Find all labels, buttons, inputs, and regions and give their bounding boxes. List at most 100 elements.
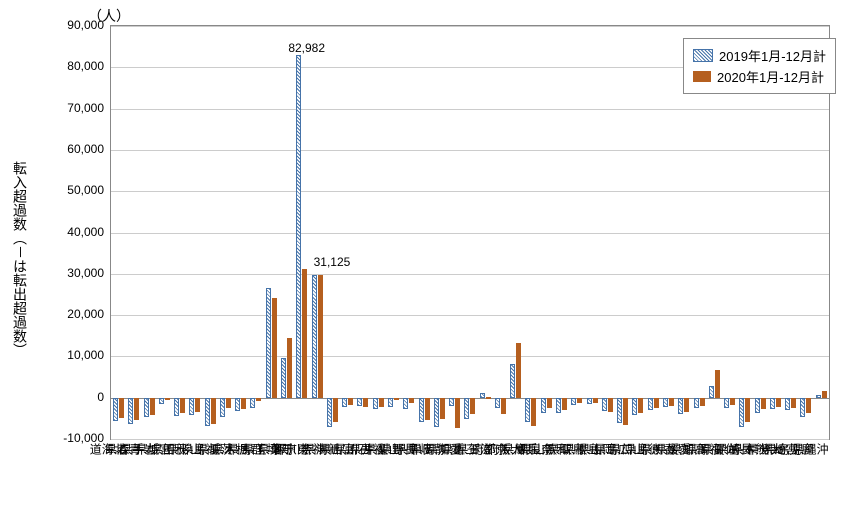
y-tick-label: 70,000 [49,101,104,115]
y-tick-label: 20,000 [49,307,104,321]
bar-s1 [739,398,744,427]
y-tick-label: 0 [49,390,104,404]
legend-item-2020: 2020年1月-12月計 [693,67,826,86]
bar-s1 [434,398,439,427]
bar-s1 [266,288,271,397]
bar-s1 [373,398,378,409]
bar-s1 [770,398,775,410]
bar-s2 [211,398,216,424]
bar-s2 [638,398,643,413]
bar-s1 [205,398,210,426]
bar-s1 [724,398,729,409]
legend-label-2019: 2019年1月-12月計 [719,46,826,65]
y-tick-label: 50,000 [49,183,104,197]
bar-s1 [816,395,821,398]
bar-s1 [159,398,164,405]
bar-s1 [113,398,118,421]
bar-s1 [327,398,332,428]
bar-s1 [388,398,393,407]
bar-s2 [486,397,491,399]
x-label: 沖縄県 [813,443,828,455]
bar-s2 [134,398,139,421]
bar-s1 [250,398,255,408]
bar-s1 [220,398,225,417]
bar-s1 [678,398,683,415]
bar-s1 [281,358,286,397]
bar-s2 [333,398,338,423]
bar-s2 [348,398,353,405]
legend-label-2020: 2020年1月-12月計 [717,67,824,86]
legend-swatch-2019 [693,49,713,62]
y-tick-label: 80,000 [49,59,104,73]
bar-s1 [495,398,500,408]
bar-s1 [648,398,653,410]
bar-s1 [617,398,622,424]
bar-s2 [455,398,460,428]
y-axis-title: 転入超過数（－は転出超過数） [10,161,30,357]
bar-s2 [516,343,521,398]
bar-s2 [776,398,781,407]
bar-s1 [174,398,179,416]
bar-s2 [226,398,231,408]
bar-s2 [394,398,399,400]
annotation: 31,125 [314,255,351,269]
bar-s2 [730,398,735,405]
bar-s2 [669,398,674,406]
bar-s1 [510,364,515,398]
bar-s2 [363,398,368,407]
bar-s1 [403,398,408,410]
bar-s2 [608,398,613,412]
bar-s2 [822,391,827,398]
bar-s1 [312,275,317,397]
bar-s2 [654,398,659,408]
bar-s1 [602,398,607,411]
bar-s2 [379,398,384,407]
bar-s2 [150,398,155,415]
bar-s2 [119,398,124,419]
bar-s2 [440,398,445,419]
bar-s1 [571,398,576,405]
y-tick-label: 30,000 [49,266,104,280]
y-tick-label: 60,000 [49,142,104,156]
bar-s2 [761,398,766,409]
y-tick-label: 90,000 [49,18,104,32]
bar-s1 [342,398,347,407]
bar-s1 [525,398,530,423]
bar-s1 [419,398,424,422]
bar-s1 [144,398,149,417]
y-tick-label: 10,000 [49,348,104,362]
bar-s2 [715,370,720,398]
bar-s2 [684,398,689,412]
bar-s1 [755,398,760,413]
bar-s1 [800,398,805,417]
bar-s2 [577,398,582,404]
bar-s1 [357,398,362,406]
legend-item-2019: 2019年1月-12月計 [693,46,826,65]
bar-s1 [632,398,637,416]
bar-s2 [623,398,628,425]
bar-s2 [195,398,200,412]
bar-s1 [235,398,240,412]
bar-s2 [302,269,307,398]
legend-swatch-2020 [693,71,711,82]
bar-s1 [785,398,790,411]
bar-s1 [709,386,714,398]
bar-s2 [700,398,705,406]
bar-s2 [318,275,323,398]
bar-s2 [806,398,811,414]
bar-s2 [745,398,750,423]
bar-s2 [501,398,506,415]
net-migration-chart: （人） 転入超過数（－は転出超過数） -10,000010,00020,0003… [0,0,866,518]
bar-s2 [531,398,536,426]
bar-s2 [409,398,414,403]
bar-s1 [128,398,133,424]
bar-s1 [541,398,546,414]
y-tick-label: 40,000 [49,225,104,239]
bar-s1 [449,398,454,406]
annotation: 82,982 [288,41,325,55]
bar-s2 [562,398,567,410]
bar-s1 [556,398,561,414]
bar-s2 [470,398,475,415]
bar-s2 [547,398,552,408]
bar-s1 [480,393,485,398]
